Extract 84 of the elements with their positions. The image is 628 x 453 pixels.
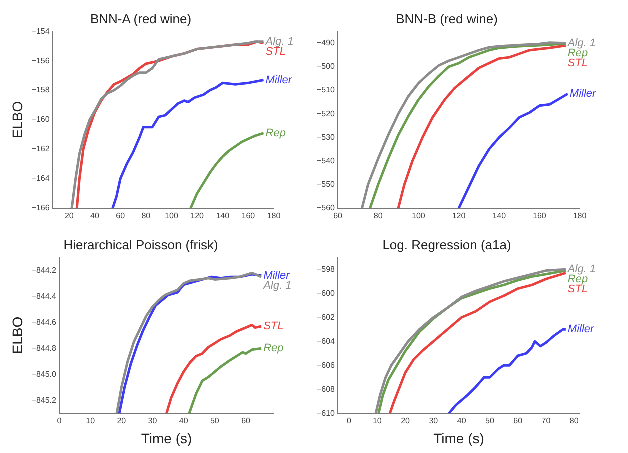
y-tick-label: −600 bbox=[316, 288, 336, 298]
y-tick-label: −164 bbox=[32, 174, 50, 184]
x-tick-label: 60 bbox=[334, 211, 344, 220]
x-tick-label: 0 bbox=[347, 416, 352, 426]
series-label: STL bbox=[568, 284, 588, 296]
series-label: Miller bbox=[266, 74, 294, 86]
y-tick-label: −844.6 bbox=[32, 318, 58, 327]
y-tick-label: −560 bbox=[316, 204, 336, 213]
y-tick-label: −540 bbox=[316, 156, 336, 166]
series-label: Rep bbox=[568, 274, 588, 286]
x-tick-label: 40 bbox=[179, 416, 189, 426]
y-axis-title: ELBO bbox=[9, 101, 26, 139]
x-tick-label: 20 bbox=[117, 416, 127, 426]
series-label: Alg. 1 bbox=[566, 264, 596, 276]
y-tick-label: −844.8 bbox=[32, 344, 58, 353]
x-tick-label: 10 bbox=[86, 416, 96, 426]
x-tick-label: 60 bbox=[514, 416, 524, 426]
x-tick-label: 180 bbox=[267, 211, 282, 220]
chart-title: BNN-B (red wine) bbox=[396, 11, 498, 26]
x-tick-label: 80 bbox=[570, 416, 580, 426]
x-tick-label: 120 bbox=[452, 211, 466, 220]
x-tick-label: 180 bbox=[573, 211, 588, 220]
series-label: STL bbox=[568, 57, 588, 70]
series-label: Miller bbox=[264, 270, 292, 282]
x-tick-label: 80 bbox=[374, 211, 384, 220]
chart-title: Log. Regression (a1a) bbox=[382, 237, 512, 252]
y-tick-label: −162 bbox=[32, 144, 50, 154]
y-tick-label: −604 bbox=[316, 336, 336, 346]
y-tick-label: −154 bbox=[32, 26, 50, 36]
y-tick-label: −490 bbox=[316, 38, 336, 48]
x-axis-title: Time (s) bbox=[434, 430, 484, 446]
series-label: Rep bbox=[568, 47, 588, 60]
x-tick-label: 30 bbox=[429, 416, 439, 426]
y-tick-label: −610 bbox=[316, 408, 336, 418]
y-tick-label: −510 bbox=[316, 86, 336, 95]
x-tick-label: 20 bbox=[401, 416, 411, 426]
y-tick-label: −608 bbox=[316, 384, 336, 394]
x-tick-label: 30 bbox=[148, 416, 158, 426]
y-tick-label: −166 bbox=[32, 204, 50, 213]
x-tick-label: 60 bbox=[116, 211, 126, 220]
y-tick-label: −520 bbox=[316, 109, 336, 118]
y-tick-label: −602 bbox=[316, 312, 336, 322]
x-tick-label: 50 bbox=[210, 416, 220, 426]
y-tick-label: −158 bbox=[32, 86, 50, 95]
y-axis-title: ELBO bbox=[9, 316, 26, 354]
chart-title: Hierarchical Poisson (frisk) bbox=[64, 237, 218, 252]
series-label: Miller bbox=[570, 88, 598, 100]
x-tick-label: 80 bbox=[142, 211, 152, 220]
series-label: STL bbox=[266, 46, 286, 58]
series-label: STL bbox=[264, 320, 284, 333]
y-tick-label: −845.2 bbox=[32, 396, 58, 405]
chart-title: BNN-A (red wine) bbox=[90, 11, 192, 26]
x-tick-label: 100 bbox=[165, 211, 179, 220]
series-label: Rep bbox=[266, 127, 286, 140]
x-tick-label: 140 bbox=[492, 211, 507, 220]
series-label: Rep bbox=[264, 342, 284, 355]
series-label: Alg. 1 bbox=[262, 280, 292, 292]
y-tick-label: −550 bbox=[316, 180, 336, 190]
series-label: Alg. 1 bbox=[566, 37, 596, 50]
x-tick-label: 70 bbox=[542, 416, 552, 426]
x-tick-label: 40 bbox=[457, 416, 467, 426]
y-tick-label: −500 bbox=[316, 62, 336, 72]
x-tick-label: 0 bbox=[57, 416, 62, 426]
y-tick-label: −530 bbox=[316, 132, 336, 142]
y-tick-label: −844.2 bbox=[32, 266, 58, 275]
x-tick-label: 60 bbox=[242, 416, 252, 426]
x-tick-label: 100 bbox=[412, 211, 426, 220]
x-tick-label: 20 bbox=[64, 211, 74, 220]
y-tick-label: −845.0 bbox=[32, 370, 58, 379]
y-tick-label: −156 bbox=[32, 56, 50, 66]
y-tick-label: −598 bbox=[316, 264, 336, 274]
x-tick-label: 140 bbox=[216, 211, 230, 220]
x-tick-label: 160 bbox=[242, 211, 256, 220]
y-tick-label: −844.4 bbox=[32, 292, 58, 301]
x-tick-label: 10 bbox=[372, 416, 382, 426]
y-tick-label: −606 bbox=[316, 360, 336, 370]
x-axis-title: Time (s) bbox=[141, 430, 192, 446]
x-tick-label: 40 bbox=[90, 211, 100, 220]
x-tick-label: 120 bbox=[190, 211, 205, 220]
y-tick-label: −160 bbox=[32, 115, 50, 124]
series-label: Miller bbox=[568, 324, 596, 336]
x-tick-label: 50 bbox=[486, 416, 495, 426]
x-tick-label: 160 bbox=[532, 211, 547, 220]
series-label: Alg. 1 bbox=[264, 36, 294, 48]
